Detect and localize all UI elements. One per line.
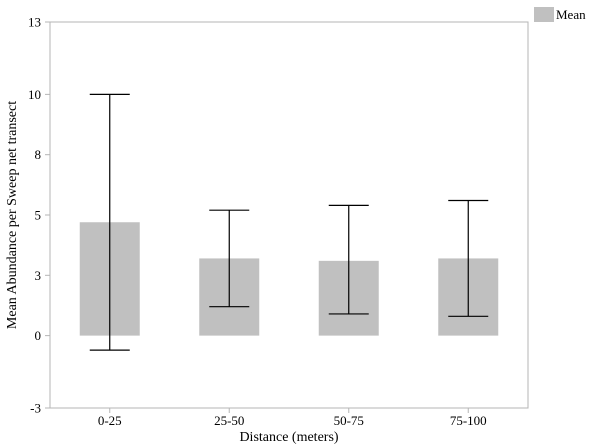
legend-label: Mean xyxy=(556,7,586,22)
y-tick-label: 3 xyxy=(35,268,42,283)
legend: Mean xyxy=(534,7,586,22)
y-tick-label: 13 xyxy=(28,15,41,30)
y-tick-label: 8 xyxy=(35,147,42,162)
y-tick-label: 0 xyxy=(35,328,42,343)
y-tick-label: -3 xyxy=(30,401,41,416)
x-tick-label: 25-50 xyxy=(214,413,244,428)
legend-swatch xyxy=(534,7,554,22)
y-tick-label: 5 xyxy=(35,208,42,223)
x-tick-label: 0-25 xyxy=(98,413,122,428)
bars-layer xyxy=(79,222,499,336)
y-axis-title: Mean Abundance per Sweep net transect xyxy=(5,101,20,329)
x-tick-label: 75-100 xyxy=(450,413,487,428)
y-axis: -3 0 3 5 8 10 13 xyxy=(28,15,50,416)
error-bars-layer xyxy=(89,93,489,351)
x-axis-title: Distance (meters) xyxy=(239,430,338,445)
x-tick-label: 50-75 xyxy=(334,413,364,428)
x-axis: 0-25 25-50 50-75 75-100 xyxy=(98,408,487,428)
y-tick-label: 10 xyxy=(28,87,41,102)
